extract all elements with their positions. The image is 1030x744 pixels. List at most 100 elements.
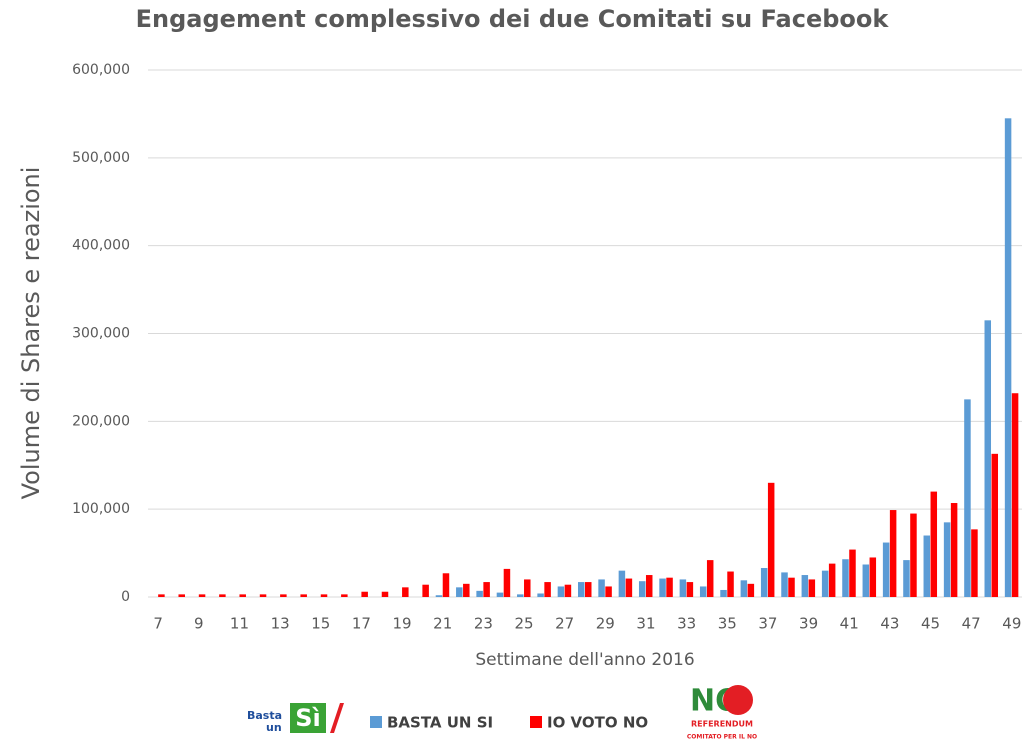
x-tick-label: 11 [230,615,249,633]
bar [483,582,490,597]
logo-text: Basta [247,709,282,722]
bar [280,594,287,597]
bar [564,584,572,597]
bar [585,582,592,597]
x-tick-label: 19 [393,615,412,633]
y-tick-label: 100,000 [72,501,130,517]
bar [808,579,816,597]
x-tick-label: 31 [636,615,655,633]
x-tick-label: 41 [840,615,859,633]
legend-label: IO VOTO NO [547,714,648,732]
x-tick-label: 49 [1002,615,1021,633]
x-tick-label: 21 [433,615,452,633]
bar [903,560,910,597]
bar [950,503,958,597]
bar [259,594,267,597]
bar [991,453,999,597]
bar [598,579,605,597]
x-tick-label: 47 [962,615,981,633]
y-tick-label: 600,000 [72,62,130,78]
logo-si: Basta un Sì [247,703,344,734]
bar [605,586,612,597]
bar [781,572,788,597]
bar [821,570,829,597]
logo-text: un [266,721,282,734]
bar [578,582,585,597]
bar [828,563,836,597]
bar [889,510,897,597]
y-tick-label: 300,000 [72,326,130,342]
bar [666,577,673,597]
bar [239,594,246,597]
bar [341,594,348,597]
x-tick-label: 25 [514,615,533,633]
y-tick-label: 200,000 [72,413,130,429]
bar [456,587,463,597]
bar [699,586,707,597]
bar [463,583,470,597]
bar [638,581,646,597]
bar [943,522,951,597]
bar [740,580,748,597]
x-tick-label: 29 [596,615,615,633]
bar [524,579,531,597]
x-tick-label: 39 [799,615,818,633]
bar [381,591,389,597]
logo-text: REFERENDUM [691,720,753,729]
bar [862,564,870,597]
bar [402,587,409,597]
logo-box [290,703,326,733]
bar [476,590,483,597]
x-tick-label: 45 [921,615,940,633]
x-tick-label: 13 [271,615,290,633]
bar [544,582,551,597]
bar [882,542,890,597]
x-tick-label: 15 [311,615,330,633]
bar [300,594,307,597]
chart-title: Engagement complessivo dei due Comitati … [136,5,890,33]
bar [517,594,524,597]
bar [679,579,687,597]
bar [767,482,775,597]
logo-stroke [330,703,344,733]
logo-text: Sì [295,704,321,732]
bar [625,578,633,597]
bar [923,535,931,597]
x-tick-label: 43 [880,615,899,633]
bar [984,320,992,597]
bar [930,491,938,597]
bar [178,594,185,597]
bar [720,589,727,597]
bar [849,549,856,597]
bar [727,571,734,597]
bar [645,575,653,597]
bar [842,559,849,597]
legend-swatch [530,716,542,728]
x-tick-label: 23 [474,615,493,633]
bar [910,513,917,597]
bar [659,578,666,597]
bar [442,573,450,597]
x-tick-label: 27 [555,615,574,633]
bar [801,575,809,597]
bar [1011,393,1019,597]
y-tick-label: 500,000 [72,150,130,166]
bar [869,557,877,597]
x-tick-label: 7 [153,615,163,633]
bar [686,582,694,597]
bar [964,399,971,597]
bar [496,592,504,597]
x-tick-label: 17 [352,615,371,633]
bar [435,595,443,597]
x-tick-label: 35 [718,615,737,633]
bar [971,529,978,597]
bar [747,583,755,597]
bar [557,586,565,597]
logo-hand [723,685,753,715]
x-axis-label: Settimane dell'anno 2016 [475,650,694,670]
legend-swatch [370,716,382,728]
x-tick-label: 9 [194,615,204,633]
bar [503,568,511,597]
bar [760,568,768,597]
